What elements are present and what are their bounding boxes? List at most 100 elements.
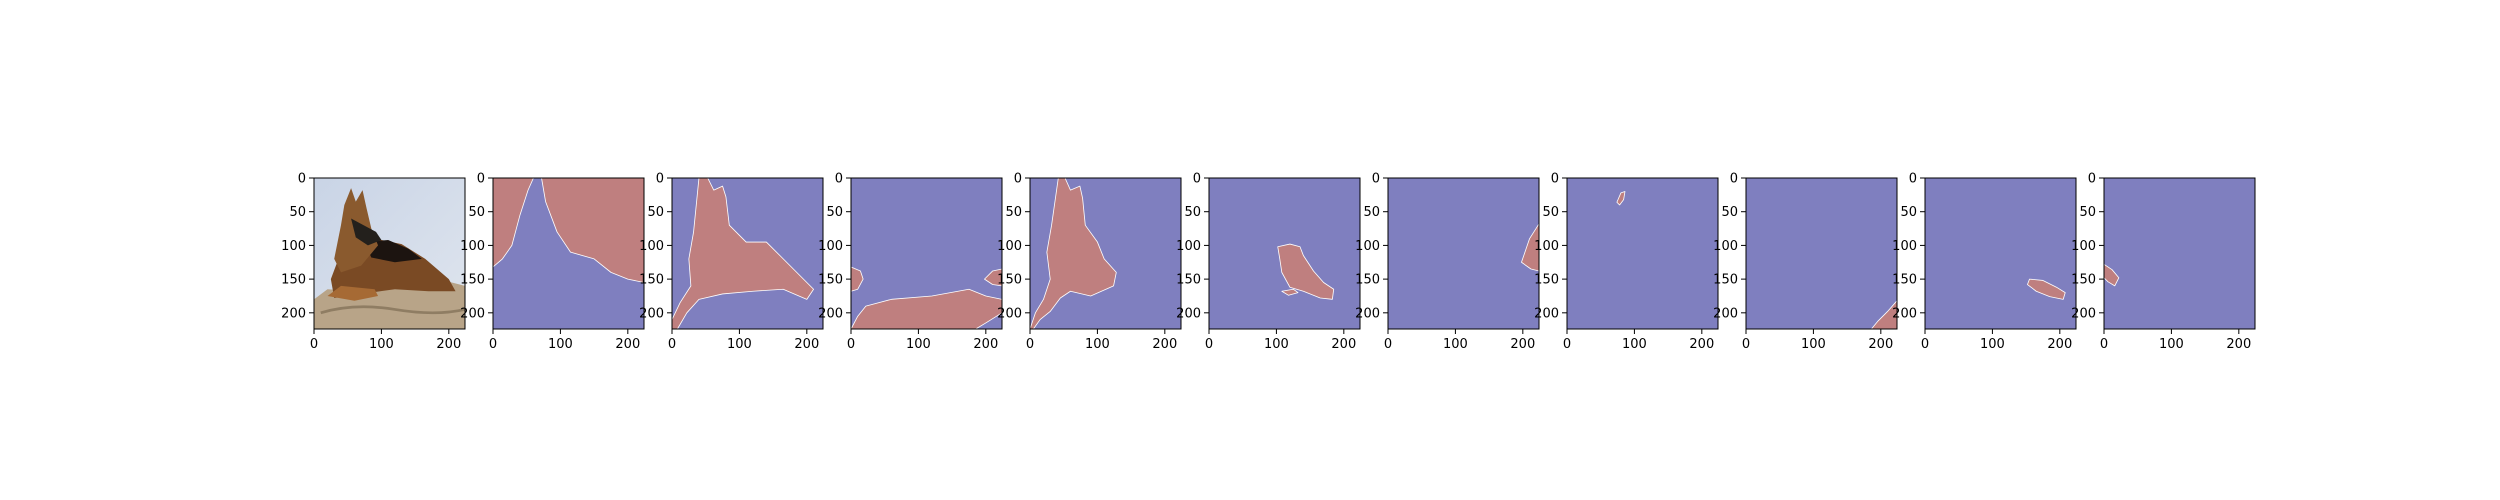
mask-background [1925, 178, 2076, 329]
y-tick-label: 100 [460, 239, 485, 254]
x-tick-label: 100 [548, 337, 573, 352]
axes-frame [313, 177, 466, 330]
x-tick-label: 100 [2159, 337, 2184, 352]
y-tick-label: 200 [1892, 306, 1917, 321]
x-tick-label: 200 [1510, 337, 1535, 352]
x-tick-label: 200 [1331, 337, 1356, 352]
panel-grid: 0 100 200 0 50 100 150 200 0 100 200 0 50 100 150 200 0 1… [281, 172, 2256, 352]
y-tick-label: 150 [2071, 273, 2096, 288]
y-tick-label: 200 [1534, 306, 1559, 321]
panel-photo: 0 100 200 0 50 100 150 200 [281, 172, 466, 352]
x-tick-label: 100 [1622, 337, 1647, 352]
y-tick-label: 100 [1534, 239, 1559, 254]
y-tick-label: 100 [1176, 239, 1201, 254]
y-tick-label: 150 [1892, 273, 1917, 288]
x-tick-label: 100 [1980, 337, 2005, 352]
y-tick-label: 0 [656, 172, 664, 187]
y-tick-label: 150 [997, 273, 1022, 288]
y-tick-label: 0 [1551, 172, 1559, 187]
mask-region-1 [2027, 278, 2066, 300]
panel-mask-2: 0 100 200 0 50 100 150 200 [639, 172, 824, 352]
x-tick-label: 0 [2100, 337, 2108, 352]
x-tick-label: 100 [1264, 337, 1289, 352]
mask-region-1 [1029, 177, 1117, 330]
y-tick-label: 200 [639, 306, 664, 321]
panel-mask-1: 0 100 200 0 50 100 150 200 [460, 172, 645, 352]
mask-region-2 [1281, 288, 1299, 296]
x-tick-label: 0 [310, 337, 318, 352]
y-tick-label: 100 [1355, 239, 1380, 254]
y-tick-label: 100 [1713, 239, 1738, 254]
mask-background [1567, 178, 1718, 329]
y-tick-label: 50 [1721, 205, 1738, 220]
axes-frame [492, 177, 645, 330]
axes-frame [1208, 177, 1361, 330]
y-tick-label: 100 [997, 239, 1022, 254]
panel-mask-5: 0 100 200 0 50 100 150 200 [1176, 172, 1361, 352]
y-tick-label: 0 [1730, 172, 1738, 187]
panel-mask-9: 0 100 200 0 50 100 150 200 [1892, 172, 2077, 352]
x-tick-label: 0 [1026, 337, 1034, 352]
y-tick-label: 0 [835, 172, 843, 187]
mask-region-1 [492, 177, 534, 268]
y-tick-label: 50 [1542, 205, 1559, 220]
x-tick-label: 100 [369, 337, 394, 352]
y-tick-label: 50 [1363, 205, 1380, 220]
photo-dog-muzzle [351, 218, 382, 246]
y-tick-label: 0 [1193, 172, 1201, 187]
x-tick-label: 200 [2047, 337, 2072, 352]
x-tick-label: 200 [2226, 337, 2251, 352]
y-tick-label: 150 [1176, 273, 1201, 288]
mask-region-1 [1277, 243, 1335, 300]
x-tick-label: 200 [1152, 337, 1177, 352]
y-tick-label: 100 [818, 239, 843, 254]
y-tick-label: 150 [281, 273, 306, 288]
x-tick-label: 100 [1801, 337, 1826, 352]
y-tick-label: 0 [1909, 172, 1917, 187]
y-tick-label: 200 [1176, 306, 1201, 321]
y-tick-label: 200 [1355, 306, 1380, 321]
axes-frame [1745, 177, 1898, 330]
mask-background [2104, 178, 2255, 329]
y-tick-label: 150 [460, 273, 485, 288]
axes-frame [2103, 177, 2256, 330]
y-tick-label: 150 [1713, 273, 1738, 288]
y-tick-label: 200 [460, 306, 485, 321]
axes-frame [1387, 177, 1540, 330]
mask-background [1388, 178, 1539, 329]
x-tick-label: 200 [436, 337, 461, 352]
axes-frame [850, 177, 1003, 330]
y-tick-label: 50 [1005, 205, 1022, 220]
y-tick-label: 50 [289, 205, 306, 220]
mask-region-1 [1616, 191, 1626, 206]
y-tick-label: 200 [1713, 306, 1738, 321]
photo-dog-legs [327, 285, 379, 301]
x-tick-label: 0 [847, 337, 855, 352]
y-tick-label: 50 [647, 205, 664, 220]
x-tick-label: 0 [1742, 337, 1750, 352]
x-tick-label: 100 [1443, 337, 1468, 352]
panel-mask-7: 0 100 200 0 50 100 150 200 [1534, 172, 1719, 352]
y-tick-label: 200 [997, 306, 1022, 321]
x-tick-label: 200 [794, 337, 819, 352]
x-tick-label: 200 [1868, 337, 1893, 352]
mask-background [1746, 178, 1897, 329]
y-tick-label: 50 [468, 205, 485, 220]
photo-cushion-fold [320, 305, 466, 315]
axes-frame [1924, 177, 2077, 330]
y-tick-label: 0 [477, 172, 485, 187]
axes-frame [671, 177, 824, 330]
y-tick-label: 0 [1014, 172, 1022, 187]
x-tick-label: 0 [489, 337, 497, 352]
photo-dog-saddle [364, 240, 422, 263]
y-tick-label: 0 [2088, 172, 2096, 187]
mask-region-2 [850, 288, 1003, 330]
y-tick-label: 150 [1534, 273, 1559, 288]
panel-mask-6: 0 100 200 0 50 100 150 200 [1355, 172, 1540, 352]
y-tick-label: 200 [818, 306, 843, 321]
x-tick-label: 200 [973, 337, 998, 352]
x-tick-label: 0 [1384, 337, 1392, 352]
y-tick-label: 100 [639, 239, 664, 254]
x-tick-label: 200 [1689, 337, 1714, 352]
y-tick-label: 100 [1892, 239, 1917, 254]
